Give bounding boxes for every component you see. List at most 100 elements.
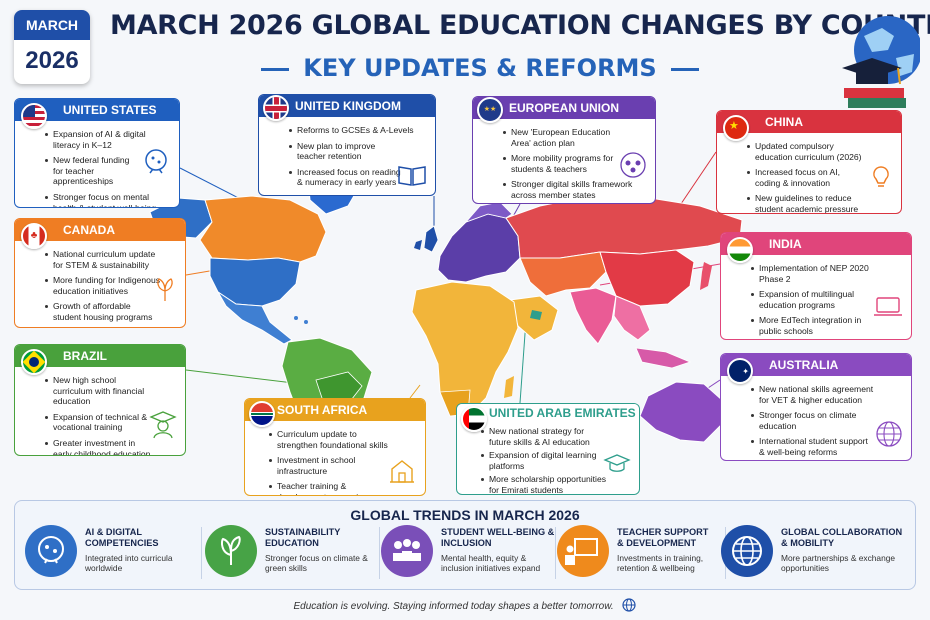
trend-title: AI & DIGITAL COMPETENCIES: [85, 527, 159, 548]
card-brazil: BRAZIL New high school curriculum with f…: [14, 344, 186, 456]
lightbulb-icon: [873, 166, 889, 187]
bullet: Investment in school infrastructure: [269, 455, 373, 476]
bullet: More scholarship opportunities for Emira…: [481, 474, 607, 495]
page-subtitle: KEY UPDATES & REFORMS: [110, 54, 850, 82]
ai-head-icon: [145, 149, 167, 174]
bullet: Reforms to GCSEs & A-Levels: [289, 125, 429, 136]
group-icon: [381, 525, 433, 577]
card-canada: CANADA ♣ National curriculum update for …: [14, 218, 186, 328]
us-flag-icon: [21, 103, 47, 129]
trend-item: AI & DIGITAL COMPETENCIES Integrated int…: [25, 523, 203, 583]
bullet: Stronger focus on mental health & studen…: [45, 192, 173, 207]
bullet: Greater investment in early childhood ed…: [45, 438, 153, 455]
card-title: CHINA: [717, 111, 901, 133]
bullet: Expansion of technical & vocational trai…: [45, 411, 148, 433]
open-book-icon: [398, 166, 426, 186]
calendar-year: 2026: [25, 47, 79, 74]
trend-desc: More partnerships & exchange opportuniti…: [781, 553, 896, 574]
uae-flag-icon: [461, 406, 487, 432]
trend-title: GLOBAL COLLABORATION & MOBILITY: [781, 527, 903, 548]
card-china: CHINA ★ Updated compulsory education cur…: [716, 110, 902, 214]
laptop-book-icon: [874, 297, 902, 316]
card-title: BRAZIL: [15, 345, 185, 367]
sprout-icon: [205, 525, 257, 577]
card-united-states: UNITED STATES Expansion of AI & digital …: [14, 98, 180, 208]
card-title: UNITED KINGDOM: [259, 95, 435, 117]
grad-cap-icon: [603, 454, 631, 472]
school-building-icon: [390, 460, 414, 483]
card-india: INDIA Implementation of NEP 2020 Phase 2…: [720, 232, 912, 340]
bullet: Stronger focus on climate education: [751, 410, 869, 431]
bullet: Increased focus on AI, coding & innovati…: [747, 167, 863, 188]
trend-title: TEACHER SUPPORT & DEVELOPMENT: [617, 527, 709, 548]
globe-icon: [876, 421, 902, 447]
globe-icon: [721, 525, 773, 577]
brazil-flag-icon: [21, 349, 47, 375]
bullet: New high school curriculum with financia…: [45, 375, 153, 407]
trends-title: GLOBAL TRENDS IN MARCH 2026: [350, 507, 580, 523]
calendar-badge: MARCH 2026: [14, 10, 90, 84]
bullet: New national skills agreement for VET & …: [751, 384, 879, 405]
bullet: Increased focus on reading & numeracy in…: [289, 167, 405, 188]
uk-flag-icon: [263, 95, 289, 121]
card-title: AUSTRALIA: [721, 354, 911, 376]
card-title: SOUTH AFRICA: [245, 399, 425, 421]
card-australia: AUSTRALIA ✦ New national skills agreemen…: [720, 353, 912, 461]
canada-flag-icon: ♣: [21, 223, 47, 249]
bullet: New federal funding for teacher apprenti…: [45, 155, 141, 187]
card-title: INDIA: [721, 233, 911, 255]
trend-item: STUDENT WELL-BEING & INCLUSION Mental he…: [381, 523, 559, 583]
bullet: Expansion of AI & digital literacy in K–…: [45, 129, 173, 150]
bullet: New national strategy for future skills …: [481, 426, 607, 447]
eu-flag-icon: ★★: [477, 97, 503, 123]
trend-item: TEACHER SUPPORT & DEVELOPMENT Investment…: [557, 523, 735, 583]
trend-desc: Mental health, equity & inclusion initia…: [441, 553, 541, 574]
bullet: Expansion of multilingual education prog…: [751, 289, 855, 310]
globe-icon: [622, 598, 637, 612]
card-title: UNITED ARAB EMIRATES: [457, 404, 639, 422]
bullet: More funding for Indigenous education in…: [45, 275, 161, 296]
bullet: International student support & well-bei…: [751, 436, 875, 457]
trend-desc: Stronger focus on climate & green skills: [265, 553, 368, 574]
card-title: CANADA: [15, 219, 185, 241]
bullet: New guidelines to reduce student academi…: [747, 193, 867, 213]
trend-item: GLOBAL COLLABORATION & MOBILITY More par…: [721, 523, 911, 583]
trend-desc: Investments in training, retention & wel…: [617, 553, 704, 574]
card-united-kingdom: UNITED KINGDOM Reforms to GCSEs & A-Leve…: [258, 94, 436, 196]
bullet: National curriculum update for STEM & su…: [45, 249, 161, 270]
bullet: Updated compulsory education curriculum …: [747, 141, 862, 162]
card-title: UNITED STATES: [15, 99, 179, 121]
bullet: Growth of affordable student housing pro…: [45, 301, 161, 322]
page-title: MARCH 2026 GLOBAL EDUCATION CHANGES BY C…: [110, 10, 930, 41]
card-european-union: EUROPEAN UNION ★★ New 'European Educatio…: [472, 96, 656, 204]
graduate-icon: [149, 411, 177, 439]
trend-title: SUSTAINABILITY EDUCATION: [265, 527, 341, 548]
trend-desc: Integrated into curricula worldwide: [85, 553, 173, 574]
globe-books-icon: [842, 16, 920, 108]
bullet: Teacher training & development expansion: [269, 481, 389, 495]
card-united-arab-emirates: UNITED ARAB EMIRATES New national strate…: [456, 403, 640, 495]
bullet: Stronger digital skills framework across…: [503, 179, 649, 200]
global-trends-panel: GLOBAL TRENDS IN MARCH 2026 AI & DIGITAL…: [14, 500, 916, 590]
footer-text: Education is evolving. Staying informed …: [0, 598, 930, 612]
bullet: New 'European Education Area' action pla…: [503, 127, 621, 148]
leaf-icon: [157, 278, 173, 301]
bullet: Expansion of digital learning platforms: [481, 450, 601, 471]
ai-head-icon: [25, 525, 77, 577]
trend-item: SUSTAINABILITY EDUCATION Stronger focus …: [205, 523, 383, 583]
bullet: More EdTech integration in public school…: [751, 315, 862, 336]
card-title: EUROPEAN UNION: [473, 97, 655, 119]
calendar-month: MARCH: [14, 10, 90, 40]
divider: [201, 527, 202, 579]
bullet: More mobility programs for students & te…: [503, 153, 621, 174]
bullet: Curriculum update to strengthen foundati…: [269, 429, 397, 450]
south-africa-flag-icon: [249, 401, 275, 427]
trend-title: STUDENT WELL-BEING & INCLUSION: [441, 527, 555, 548]
people-network-icon: [620, 152, 646, 178]
china-flag-icon: ★: [723, 115, 749, 141]
australia-flag-icon: ✦: [727, 358, 753, 384]
bullet: Implementation of NEP 2020 Phase 2: [751, 263, 871, 284]
divider: [555, 527, 556, 579]
footer-tagline: Education is evolving. Staying informed …: [293, 601, 614, 612]
bullet: New plan to improve teacher retention: [289, 141, 393, 162]
